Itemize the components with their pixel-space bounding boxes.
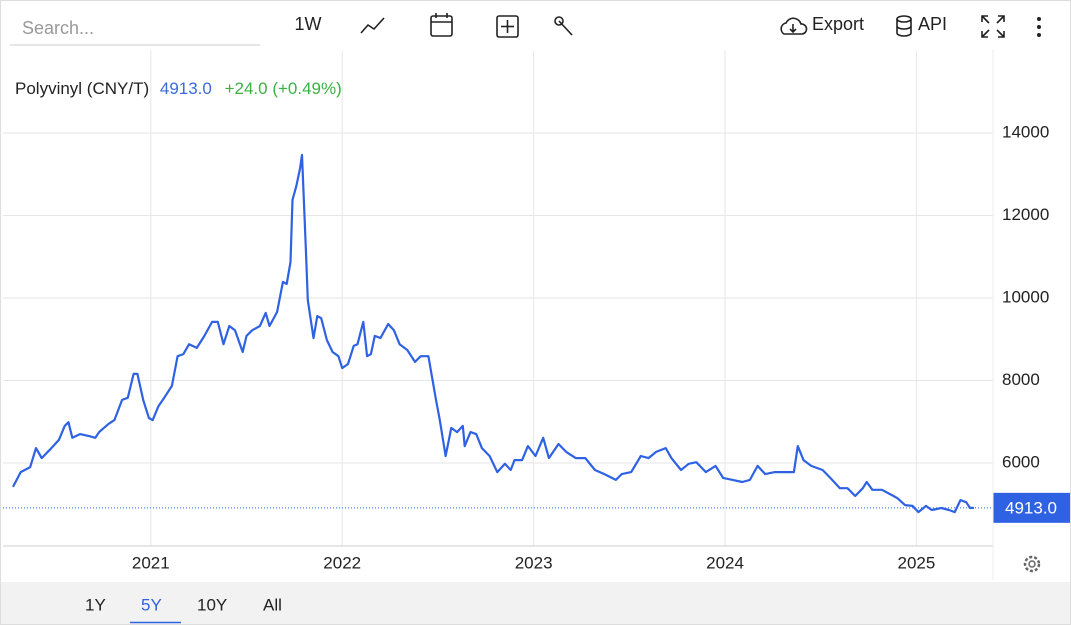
price-line	[12, 153, 974, 514]
range-buttons: 1Y 5Y 10Y All	[85, 595, 282, 624]
series-name: Polyvinyl (CNY/T)	[15, 79, 149, 98]
export-button[interactable]: Export	[780, 14, 864, 35]
calendar-icon[interactable]	[430, 13, 453, 37]
range-button[interactable]: 10Y	[197, 595, 227, 614]
plot-area: 6000 8000 10000 12000 14000 2021 2022 2023 2024 2…	[3, 50, 1070, 572]
chart-header: Polyvinyl (CNY/T) 4913.0 +24.0 (+0.49%)	[15, 79, 342, 98]
y-tick-label: 12000	[1002, 205, 1049, 224]
export-label[interactable]: Export	[812, 14, 864, 34]
y-tick-label: 6000	[1002, 452, 1040, 471]
x-tick-label: 2024	[706, 553, 744, 572]
price-change: +24.0 (+0.49%)	[225, 79, 342, 98]
search-input[interactable]: Search...	[22, 18, 94, 38]
chart-settings-icon[interactable]	[1023, 555, 1041, 573]
api-button[interactable]: API	[896, 14, 947, 37]
fullscreen-icon[interactable]	[981, 15, 1005, 38]
settings-wrench-icon[interactable]	[554, 16, 573, 36]
x-tick-label: 2025	[898, 553, 936, 572]
range-bar	[1, 582, 1070, 624]
chart-type-icon[interactable]	[360, 17, 385, 34]
range-button[interactable]: 1Y	[85, 595, 106, 614]
last-value-label: 4913.0	[1005, 498, 1057, 517]
interval-button[interactable]: 1W	[295, 14, 322, 34]
y-tick-label: 14000	[1002, 122, 1049, 141]
y-tick-label: 8000	[1002, 370, 1040, 389]
x-tick-label: 2023	[515, 553, 553, 572]
x-tick-label: 2022	[323, 553, 361, 572]
last-price: 4913.0	[160, 79, 212, 98]
range-button[interactable]: All	[263, 595, 282, 614]
x-tick-label: 2021	[132, 553, 170, 572]
y-tick-label: 10000	[1002, 287, 1049, 306]
more-menu-icon[interactable]	[1037, 17, 1041, 37]
api-label[interactable]: API	[918, 14, 947, 34]
last-value-badge	[993, 492, 1070, 523]
compare-icon[interactable]	[496, 15, 519, 38]
range-button[interactable]: 5Y	[141, 595, 162, 614]
